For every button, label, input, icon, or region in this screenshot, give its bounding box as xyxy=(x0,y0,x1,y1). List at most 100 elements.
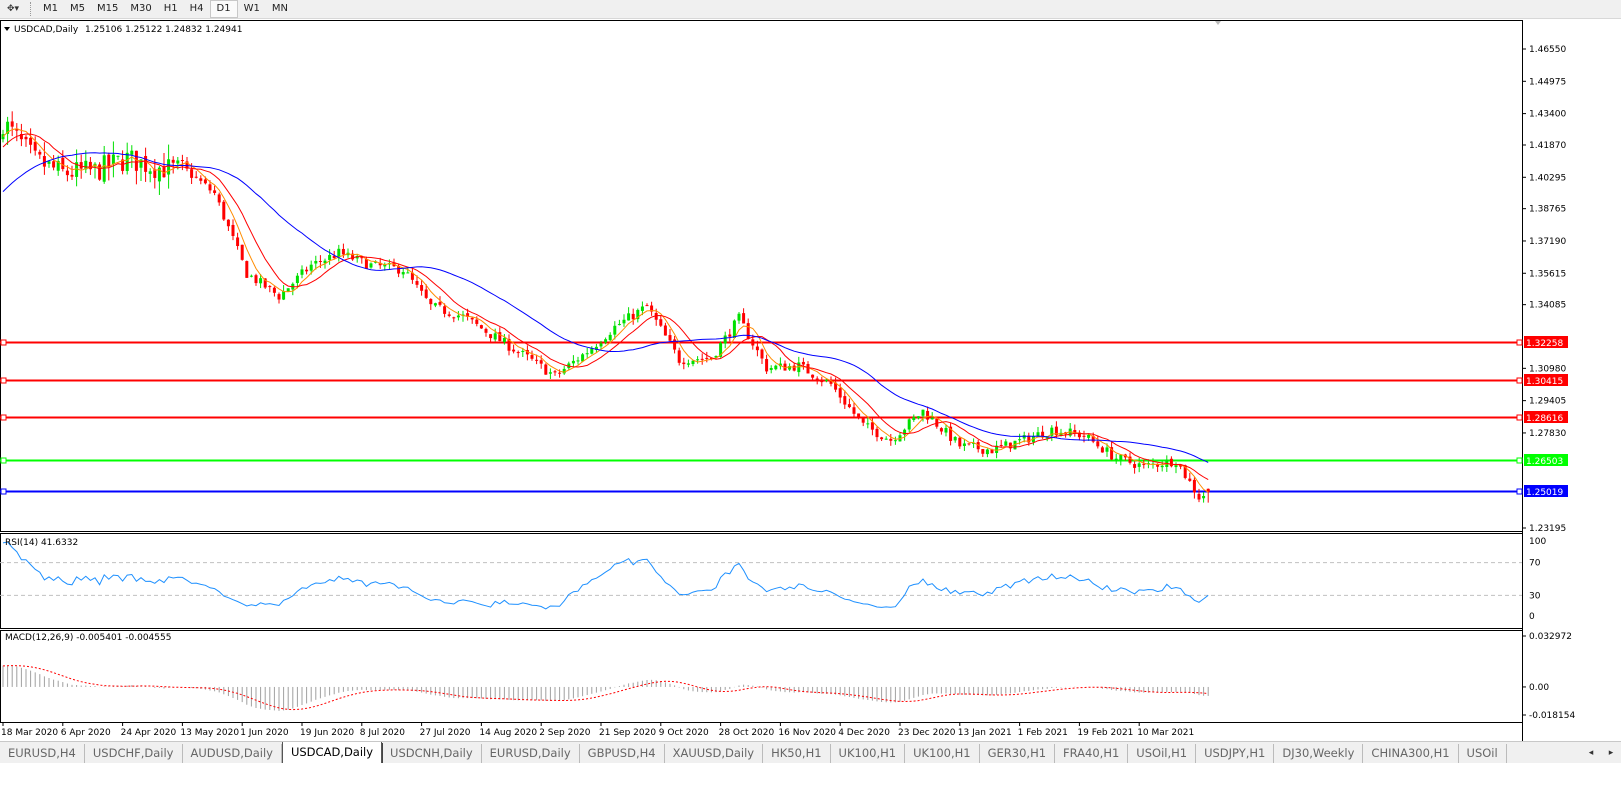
timeframe-h4[interactable]: H4 xyxy=(189,3,204,14)
chart-tab[interactable]: AUDUSD,Daily xyxy=(183,744,282,763)
scroll-left-icon[interactable]: ◂ xyxy=(1588,748,1594,758)
candle-body xyxy=(134,150,138,171)
candle-body xyxy=(314,260,318,264)
candle-body xyxy=(677,350,681,363)
level-line-handle[interactable] xyxy=(0,377,7,384)
candle-body xyxy=(1119,454,1123,461)
level-line-handle[interactable] xyxy=(1516,339,1523,346)
candle-body xyxy=(949,426,953,441)
date-axis-label: 9 Oct 2020 xyxy=(659,728,709,738)
candle-body xyxy=(148,171,152,174)
level-line-handle[interactable] xyxy=(0,339,7,346)
candle-body xyxy=(337,248,341,258)
chart-tab[interactable]: UK100,H1 xyxy=(831,744,906,763)
chart-tab[interactable]: USOil xyxy=(1459,744,1507,763)
chart-tab[interactable]: CHINA300,H1 xyxy=(1363,744,1459,763)
chart-tab[interactable]: USDJPY,H1 xyxy=(1196,744,1275,763)
price-axis-label: 1.23195 xyxy=(1529,524,1566,534)
chart-tab[interactable]: EURUSD,Daily xyxy=(482,744,580,763)
chart-window[interactable]: 1.46550 1.44975 1.43400 1.41870 1.40295 1.387… xyxy=(0,0,1621,741)
chart-tab[interactable]: DJ30,Weekly xyxy=(1274,744,1364,763)
chart-shift-marker-icon[interactable] xyxy=(1215,21,1221,25)
candle-body xyxy=(1100,447,1104,453)
candle-body xyxy=(700,358,704,360)
candle-body xyxy=(1096,441,1100,447)
chart-tab[interactable]: GER30,H1 xyxy=(980,744,1056,763)
candle-body xyxy=(939,428,943,432)
main-price-panel[interactable] xyxy=(0,20,1523,532)
level-line-handle[interactable] xyxy=(1516,377,1523,384)
candle-body xyxy=(801,361,805,365)
toolbar-grip xyxy=(30,2,33,16)
level-price-tag xyxy=(1524,454,1568,466)
candle-body xyxy=(746,323,750,340)
chart-tab[interactable]: UK100,H1 xyxy=(905,744,980,763)
candle-body xyxy=(401,272,405,275)
chart-tab[interactable]: USDCHF,Daily xyxy=(85,744,183,763)
level-line-handle[interactable] xyxy=(0,457,7,464)
level-line-handle[interactable] xyxy=(0,414,7,421)
rsi-panel[interactable] xyxy=(0,533,1523,629)
candle-body xyxy=(1192,479,1196,493)
chart-tab[interactable]: USDCAD,Daily xyxy=(281,742,383,764)
timeframe-m5[interactable]: M5 xyxy=(70,3,85,14)
timeframe-h1[interactable]: H1 xyxy=(163,3,178,14)
candle-body xyxy=(309,264,313,271)
level-line-handle[interactable] xyxy=(1516,488,1523,495)
candle-body xyxy=(1142,463,1146,465)
level-line-handle[interactable] xyxy=(1516,414,1523,421)
chart-tab[interactable]: EURUSD,H4 xyxy=(0,744,85,763)
candle-body xyxy=(162,166,166,178)
chart-menu-triangle-icon[interactable] xyxy=(4,27,10,31)
macd-label: MACD(12,26,9) -0.005401 -0.004555 xyxy=(5,633,171,643)
timeframe-toolbar: ✥▾ M1 M5 M15 M30 H1 H4 D1 W1 MN xyxy=(0,0,1621,19)
chart-tab[interactable]: GBPUSD,H4 xyxy=(580,744,665,763)
macd-panel[interactable] xyxy=(0,630,1523,723)
level-price-tag xyxy=(1524,374,1568,386)
date-axis-label: 10 Mar 2021 xyxy=(1137,728,1194,738)
candle-body xyxy=(576,360,580,362)
level-line-handle[interactable] xyxy=(1516,457,1523,464)
candle-body xyxy=(383,264,387,267)
candle-body xyxy=(870,422,874,430)
candle-body xyxy=(121,159,125,171)
chart-tab[interactable]: HK50,H1 xyxy=(763,744,831,763)
scroll-right-icon[interactable]: ▸ xyxy=(1608,748,1614,758)
date-axis-label: 2 Sep 2020 xyxy=(539,728,591,738)
candle-body xyxy=(1036,432,1040,437)
tab-scroll-arrows[interactable]: ◂ ▸ xyxy=(1581,742,1621,764)
candle-body xyxy=(1197,493,1201,500)
level-price-label: 1.30415 xyxy=(1526,377,1563,387)
price-axis-label: 1.29405 xyxy=(1529,397,1566,407)
macd-axis-label: 0.00 xyxy=(1529,683,1549,693)
chart-tab[interactable]: FRA40,H1 xyxy=(1055,744,1129,763)
timeframe-m15[interactable]: M15 xyxy=(97,3,119,14)
level-line-handle[interactable] xyxy=(0,488,7,495)
level-price-tag xyxy=(1524,336,1568,348)
timeframe-m1[interactable]: M1 xyxy=(43,3,58,14)
candle-body xyxy=(622,319,626,324)
candle-body xyxy=(479,325,483,329)
candle-body xyxy=(636,309,640,320)
chart-symbol-label: USDCAD,Daily xyxy=(14,25,79,35)
candle-body xyxy=(98,164,102,180)
timeframe-m30[interactable]: M30 xyxy=(130,3,152,14)
candle-body xyxy=(990,449,994,454)
timeframe-d1[interactable]: D1 xyxy=(209,0,238,18)
candle-body xyxy=(452,317,456,319)
timeframe-w1[interactable]: W1 xyxy=(243,3,260,14)
chart-tab[interactable]: USOil,H1 xyxy=(1128,744,1197,763)
candle-body xyxy=(585,353,589,355)
crosshair-dropdown-icon[interactable]: ✥▾ xyxy=(6,4,20,14)
candle-body xyxy=(24,136,28,140)
candle-body xyxy=(1,134,5,140)
candle-body xyxy=(912,417,916,421)
date-axis-label: 23 Dec 2020 xyxy=(898,728,956,738)
chart-tab[interactable]: XAUUSD,Daily xyxy=(665,744,764,763)
candle-body xyxy=(962,443,966,446)
candle-body xyxy=(1087,434,1091,438)
candle-body xyxy=(415,281,419,285)
timeframe-mn[interactable]: MN xyxy=(271,3,288,14)
chart-tab[interactable]: USDCNH,Daily xyxy=(382,744,482,763)
ma-mid-line xyxy=(2,133,1209,481)
